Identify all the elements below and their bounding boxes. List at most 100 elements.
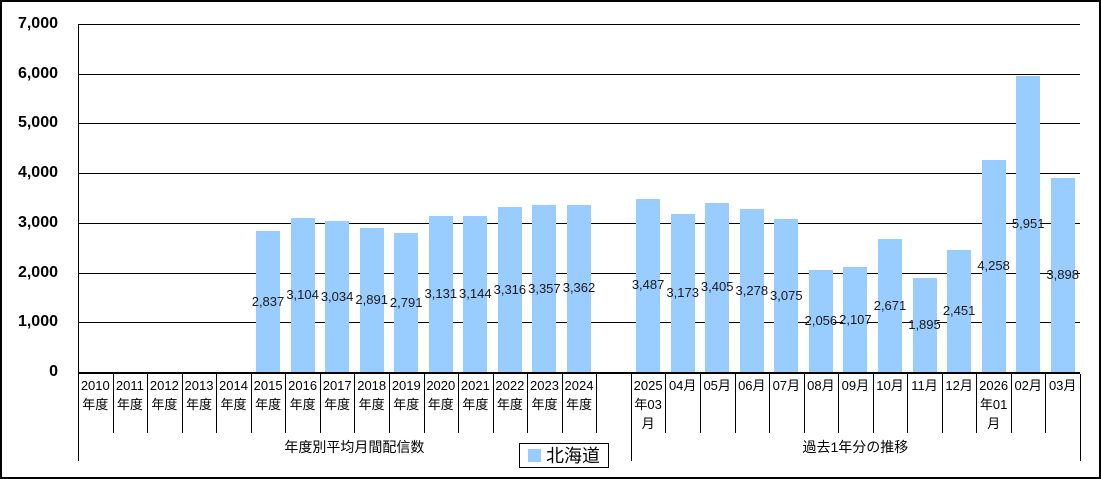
bar [497, 207, 522, 372]
y-axis-tick-label: 7,000 [17, 15, 58, 32]
bar [567, 204, 591, 372]
y-gridline [78, 123, 1080, 125]
bar-value-label: 3,316 [493, 281, 527, 297]
x-axis-category-label: 04月 [668, 378, 697, 393]
y-axis-tick-label: 5,000 [17, 114, 58, 132]
bar-value-label: 3,144 [459, 285, 492, 301]
x-axis-category-label: 09月 [841, 378, 870, 393]
bar [774, 219, 799, 372]
axis-category-separator [734, 374, 736, 433]
axis-category-separator [112, 374, 114, 433]
bar-value-label: 2,056 [804, 312, 838, 328]
x-axis-category-label: 2021 年度 [460, 378, 490, 412]
bar-value-label: 3,131 [424, 286, 458, 302]
bar-value-label: 4,258 [977, 258, 1010, 274]
bar [947, 250, 972, 372]
bar-value-label: 2,451 [942, 303, 976, 319]
axis-category-separator [1045, 374, 1047, 433]
bar [981, 160, 1006, 372]
y-gridline [78, 24, 1080, 25]
x-axis-category-label: 06月 [738, 378, 766, 393]
axis-category-separator [527, 374, 529, 433]
axis-category-separator [492, 374, 494, 433]
x-axis-category-label: 07月 [772, 378, 801, 393]
bar-value-label: 5,951 [1011, 216, 1045, 232]
x-axis-category-label: 2011 年度 [115, 378, 144, 412]
bar-value-label: 2,791 [389, 294, 423, 310]
axis-category-separator [1010, 374, 1012, 433]
y-axis-tick-label: 4,000 [17, 164, 58, 182]
bar-value-label: 2,891 [355, 292, 388, 308]
y-gridline [78, 173, 1080, 175]
bar [532, 205, 557, 372]
x-axis-group-label: 年度別平均月間配信数 [284, 439, 425, 455]
bar-value-label: 3,362 [562, 280, 596, 296]
axis-category-separator [803, 374, 805, 433]
x-axis-category-label: 03月 [1048, 378, 1077, 393]
axis-category-separator [389, 374, 390, 433]
bar [912, 277, 937, 372]
legend-series-label: 北海道 [546, 445, 600, 466]
axis-category-separator [907, 374, 909, 433]
axis-group-separator [78, 374, 79, 461]
axis-category-separator [285, 374, 287, 433]
x-axis-category-label: 2012 年度 [149, 378, 179, 412]
x-axis-line [78, 372, 1080, 374]
bar [739, 209, 764, 372]
bar [256, 231, 280, 372]
bar-value-label: 3,487 [631, 277, 665, 293]
axis-category-separator [561, 374, 563, 433]
x-axis-category-label: 10月 [876, 378, 904, 393]
axis-category-separator [354, 374, 356, 433]
axis-category-separator [458, 374, 460, 433]
x-axis-category-label: 2019 年度 [391, 378, 421, 412]
y-axis-tick-label: 6,000 [17, 64, 58, 82]
x-axis-category-label: 2020 年度 [426, 378, 456, 412]
x-axis-category-label: 2026 年01 月 [979, 378, 1009, 431]
bar [428, 216, 453, 372]
x-axis-category-label: 2013 年度 [184, 378, 214, 412]
x-axis-category-label: 2017 年度 [322, 378, 352, 412]
y-axis-tick-label: 3,000 [17, 213, 58, 231]
x-axis-category-label: 2023 年度 [530, 378, 559, 412]
x-axis-category-label: 02月 [1014, 378, 1042, 393]
bar-value-label: 1,895 [908, 316, 941, 332]
x-axis-category-label: 2014 年度 [219, 378, 248, 412]
x-axis-group-label: 過去1年分の推移 [802, 439, 909, 455]
bar [1016, 76, 1041, 372]
axis-category-separator [769, 374, 770, 433]
axis-category-separator [941, 374, 943, 433]
bar-value-label: 3,104 [286, 286, 319, 302]
bar-value-label: 3,075 [770, 287, 803, 303]
axis-category-separator [147, 374, 149, 433]
bar-value-label: 3,034 [320, 288, 354, 304]
x-axis-category-label: 12月 [945, 378, 973, 393]
bar-value-label: 3,898 [1046, 267, 1079, 283]
chart-legend: 北海道 [519, 443, 609, 468]
axis-category-separator [838, 374, 840, 433]
bar [670, 214, 695, 372]
y-axis-tick-label: 0 [49, 363, 58, 380]
axis-category-separator [596, 374, 598, 433]
axis-group-separator [1080, 374, 1081, 461]
bar-value-label: 2,837 [251, 293, 285, 309]
bar-value-label: 3,173 [666, 285, 699, 301]
x-axis-category-label: 2015 年度 [253, 378, 283, 412]
bar-value-label: 3,357 [528, 280, 561, 296]
axis-category-separator [699, 374, 701, 433]
x-axis-category-label: 2010 年度 [80, 378, 110, 412]
axis-category-separator [319, 374, 321, 433]
axis-category-separator [216, 374, 218, 433]
bar [843, 267, 868, 372]
axis-category-separator [976, 374, 978, 433]
y-axis-tick-label: 1,000 [17, 313, 58, 331]
x-axis-category-label: 2018 年度 [357, 378, 387, 412]
bar [394, 233, 419, 372]
x-axis-category-label: 2022 年度 [495, 378, 525, 412]
axis-category-separator [872, 374, 874, 433]
bar [878, 239, 902, 372]
y-axis-tick-label: 2,000 [17, 263, 58, 281]
axis-category-separator [423, 374, 425, 433]
x-axis-category-label: 2024 年度 [564, 378, 594, 412]
x-axis-category-label: 11月 [911, 378, 938, 393]
